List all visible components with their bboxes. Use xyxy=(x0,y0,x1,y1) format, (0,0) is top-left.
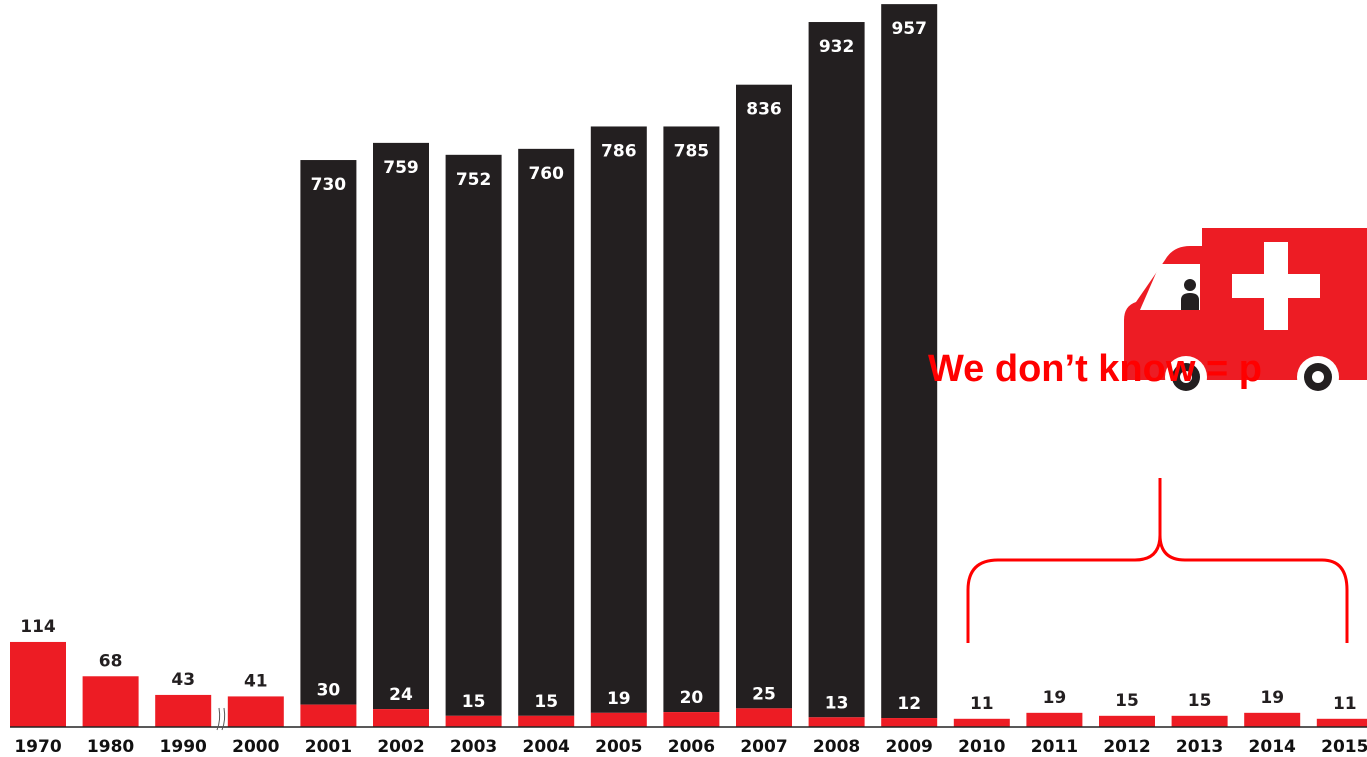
bar-red xyxy=(953,718,1010,727)
axis-break-mark xyxy=(216,707,226,731)
bar-black xyxy=(590,126,647,713)
x-tick-label: 2001 xyxy=(305,737,352,757)
bar-red xyxy=(1026,712,1083,727)
data-label: 20 xyxy=(680,688,704,708)
data-label: 30 xyxy=(317,681,341,701)
x-tick-label: 2006 xyxy=(668,737,715,757)
bar-red xyxy=(155,694,212,727)
bar-black xyxy=(300,160,357,705)
data-label: 932 xyxy=(819,37,855,57)
data-label: 15 xyxy=(534,692,558,712)
x-tick-label: 2015 xyxy=(1321,737,1367,757)
data-label: 19 xyxy=(1043,688,1067,708)
bar-red xyxy=(1244,712,1301,727)
data-label: 11 xyxy=(970,694,994,714)
x-tick-label: 2003 xyxy=(450,737,497,757)
bar-black xyxy=(445,154,502,716)
bars-layer xyxy=(10,4,1367,727)
data-label: 836 xyxy=(746,100,782,120)
x-tick-label: 2004 xyxy=(523,737,570,757)
x-tick-label: 2007 xyxy=(740,737,787,757)
ambulance-icon xyxy=(1124,228,1367,398)
bar-red xyxy=(1099,715,1155,727)
data-label: 19 xyxy=(607,689,631,709)
data-label: 68 xyxy=(99,651,123,671)
bar-red xyxy=(1171,715,1228,727)
data-label: 730 xyxy=(311,175,347,195)
bar-red xyxy=(808,717,865,727)
data-label: 43 xyxy=(171,670,195,690)
x-tick-label: 2014 xyxy=(1249,737,1296,757)
data-label: 15 xyxy=(1188,691,1212,711)
x-tick-label: 2010 xyxy=(958,737,1005,757)
data-label: 752 xyxy=(456,170,492,190)
data-label: 760 xyxy=(528,164,564,184)
x-tick-label: 2000 xyxy=(232,737,279,757)
data-label: 12 xyxy=(897,694,921,714)
bar-red xyxy=(373,709,429,727)
x-tick-label: 1980 xyxy=(87,737,134,757)
data-label: 24 xyxy=(389,685,413,705)
bar-red xyxy=(227,696,284,727)
x-tick-label: 2009 xyxy=(886,737,933,757)
bar-red xyxy=(663,712,720,727)
bar-black xyxy=(881,4,938,719)
bar-red xyxy=(1316,718,1367,727)
data-label: 11 xyxy=(1333,694,1357,714)
x-tick-label: 1970 xyxy=(14,737,61,757)
bar-red xyxy=(518,715,575,727)
bar-red xyxy=(590,712,647,727)
x-tick-label: 2002 xyxy=(377,737,424,757)
x-tick-label: 2013 xyxy=(1176,737,1223,757)
bar-black xyxy=(373,142,429,710)
bar-black xyxy=(808,22,865,718)
curly-bracket xyxy=(966,478,1349,643)
data-label: 13 xyxy=(825,693,849,713)
x-tick-label: 2008 xyxy=(813,737,860,757)
data-label: 25 xyxy=(752,684,776,704)
data-label: 15 xyxy=(1115,691,1139,711)
data-label: 759 xyxy=(383,158,419,178)
data-label: 786 xyxy=(601,141,637,161)
bar-red xyxy=(10,641,66,727)
x-tick-labels-layer: 1970 1980 1990 2000 2001 2002 2003 2004 2005 2006… xyxy=(14,737,1367,757)
data-label: 15 xyxy=(462,692,486,712)
x-tick-label: 2012 xyxy=(1103,737,1150,757)
data-label: 114 xyxy=(20,617,56,637)
bar-red xyxy=(881,718,938,727)
data-label: 41 xyxy=(244,671,268,691)
bar-red xyxy=(445,715,502,727)
data-label: 785 xyxy=(674,141,710,161)
bar-black xyxy=(736,84,792,709)
data-label: 957 xyxy=(891,19,927,39)
bar-red xyxy=(736,708,792,727)
bar-black xyxy=(518,148,575,716)
x-tick-label: 2011 xyxy=(1031,737,1078,757)
bar-red xyxy=(82,676,139,727)
value-labels-layer: 114 68 43 41 730 30 759 24 752 15 760 15 786 19 785 20 8… xyxy=(20,19,1356,714)
data-label: 19 xyxy=(1260,688,1284,708)
bar-black xyxy=(663,126,720,713)
bar-red xyxy=(300,704,357,727)
x-tick-label: 2005 xyxy=(595,737,642,757)
annotation-text: We don’t know = p xyxy=(928,348,1262,390)
x-tick-label: 1990 xyxy=(160,737,207,757)
